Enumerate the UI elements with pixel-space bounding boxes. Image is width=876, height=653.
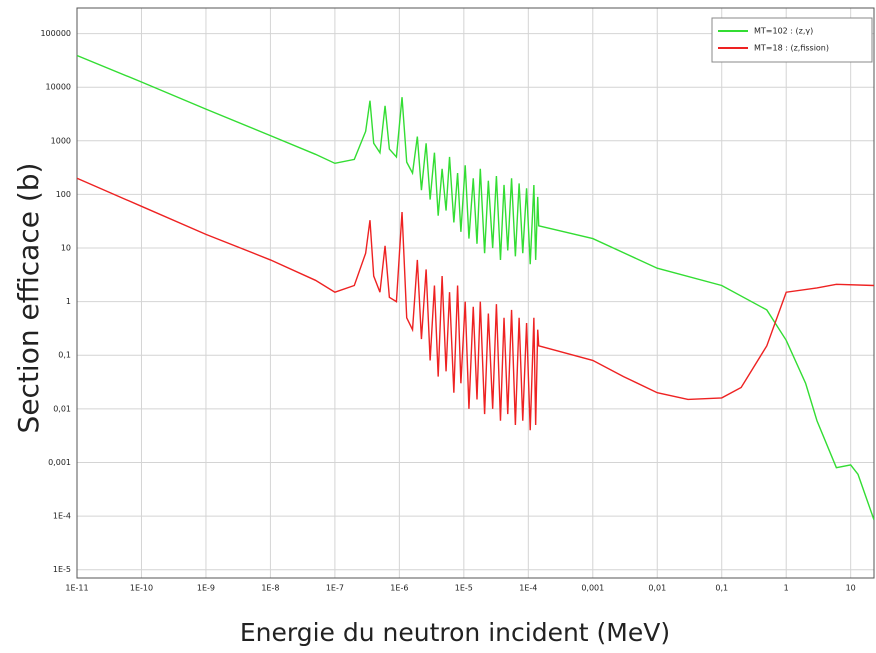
x-tick-label: 0,1: [715, 584, 728, 593]
y-tick-label: 10000: [46, 83, 71, 92]
plot-area: [77, 54, 874, 521]
x-tick-label: 1E-11: [65, 584, 88, 593]
x-axis-title: Energie du neutron incident (MeV): [240, 618, 670, 647]
x-tick-label: 1E-7: [326, 584, 344, 593]
y-tick-label: 10: [61, 244, 71, 253]
legend-box: [711, 17, 873, 63]
x-tick-label: 1E-5: [455, 584, 473, 593]
x-tick-label: 0,01: [648, 584, 666, 593]
y-tick-label: 0,1: [58, 351, 71, 360]
x-tick-label: 1E-4: [519, 584, 537, 593]
x-tick-label: 0,001: [581, 584, 604, 593]
series-line: [77, 177, 874, 431]
y-tick-label: 100: [56, 190, 71, 199]
plot-frame: [76, 7, 875, 579]
x-tick-label: 1E-9: [197, 584, 215, 593]
y-tick-label: 0,01: [53, 404, 71, 413]
y-tick-label: 0,001: [48, 458, 71, 467]
y-axis-title: Section efficace (b): [12, 163, 45, 434]
y-tick-label: 1000: [51, 136, 71, 145]
x-tick-label: 1E-10: [130, 584, 153, 593]
x-tick-label: 1E-8: [261, 584, 279, 593]
x-tick-label: 1E-6: [390, 584, 408, 593]
legend-label: MT=18 : (z,fission): [754, 44, 829, 53]
y-tick-label: 100000: [40, 29, 71, 38]
y-tick-label: 1E-4: [53, 512, 71, 521]
series-line: [77, 54, 874, 521]
y-tick-label: 1: [66, 297, 71, 306]
y-tick-label: 1E-5: [53, 565, 71, 574]
x-tick-label: 1: [784, 584, 789, 593]
legend-label: MT=102 : (z,γ): [754, 27, 813, 36]
x-tick-label: 10: [846, 584, 856, 593]
